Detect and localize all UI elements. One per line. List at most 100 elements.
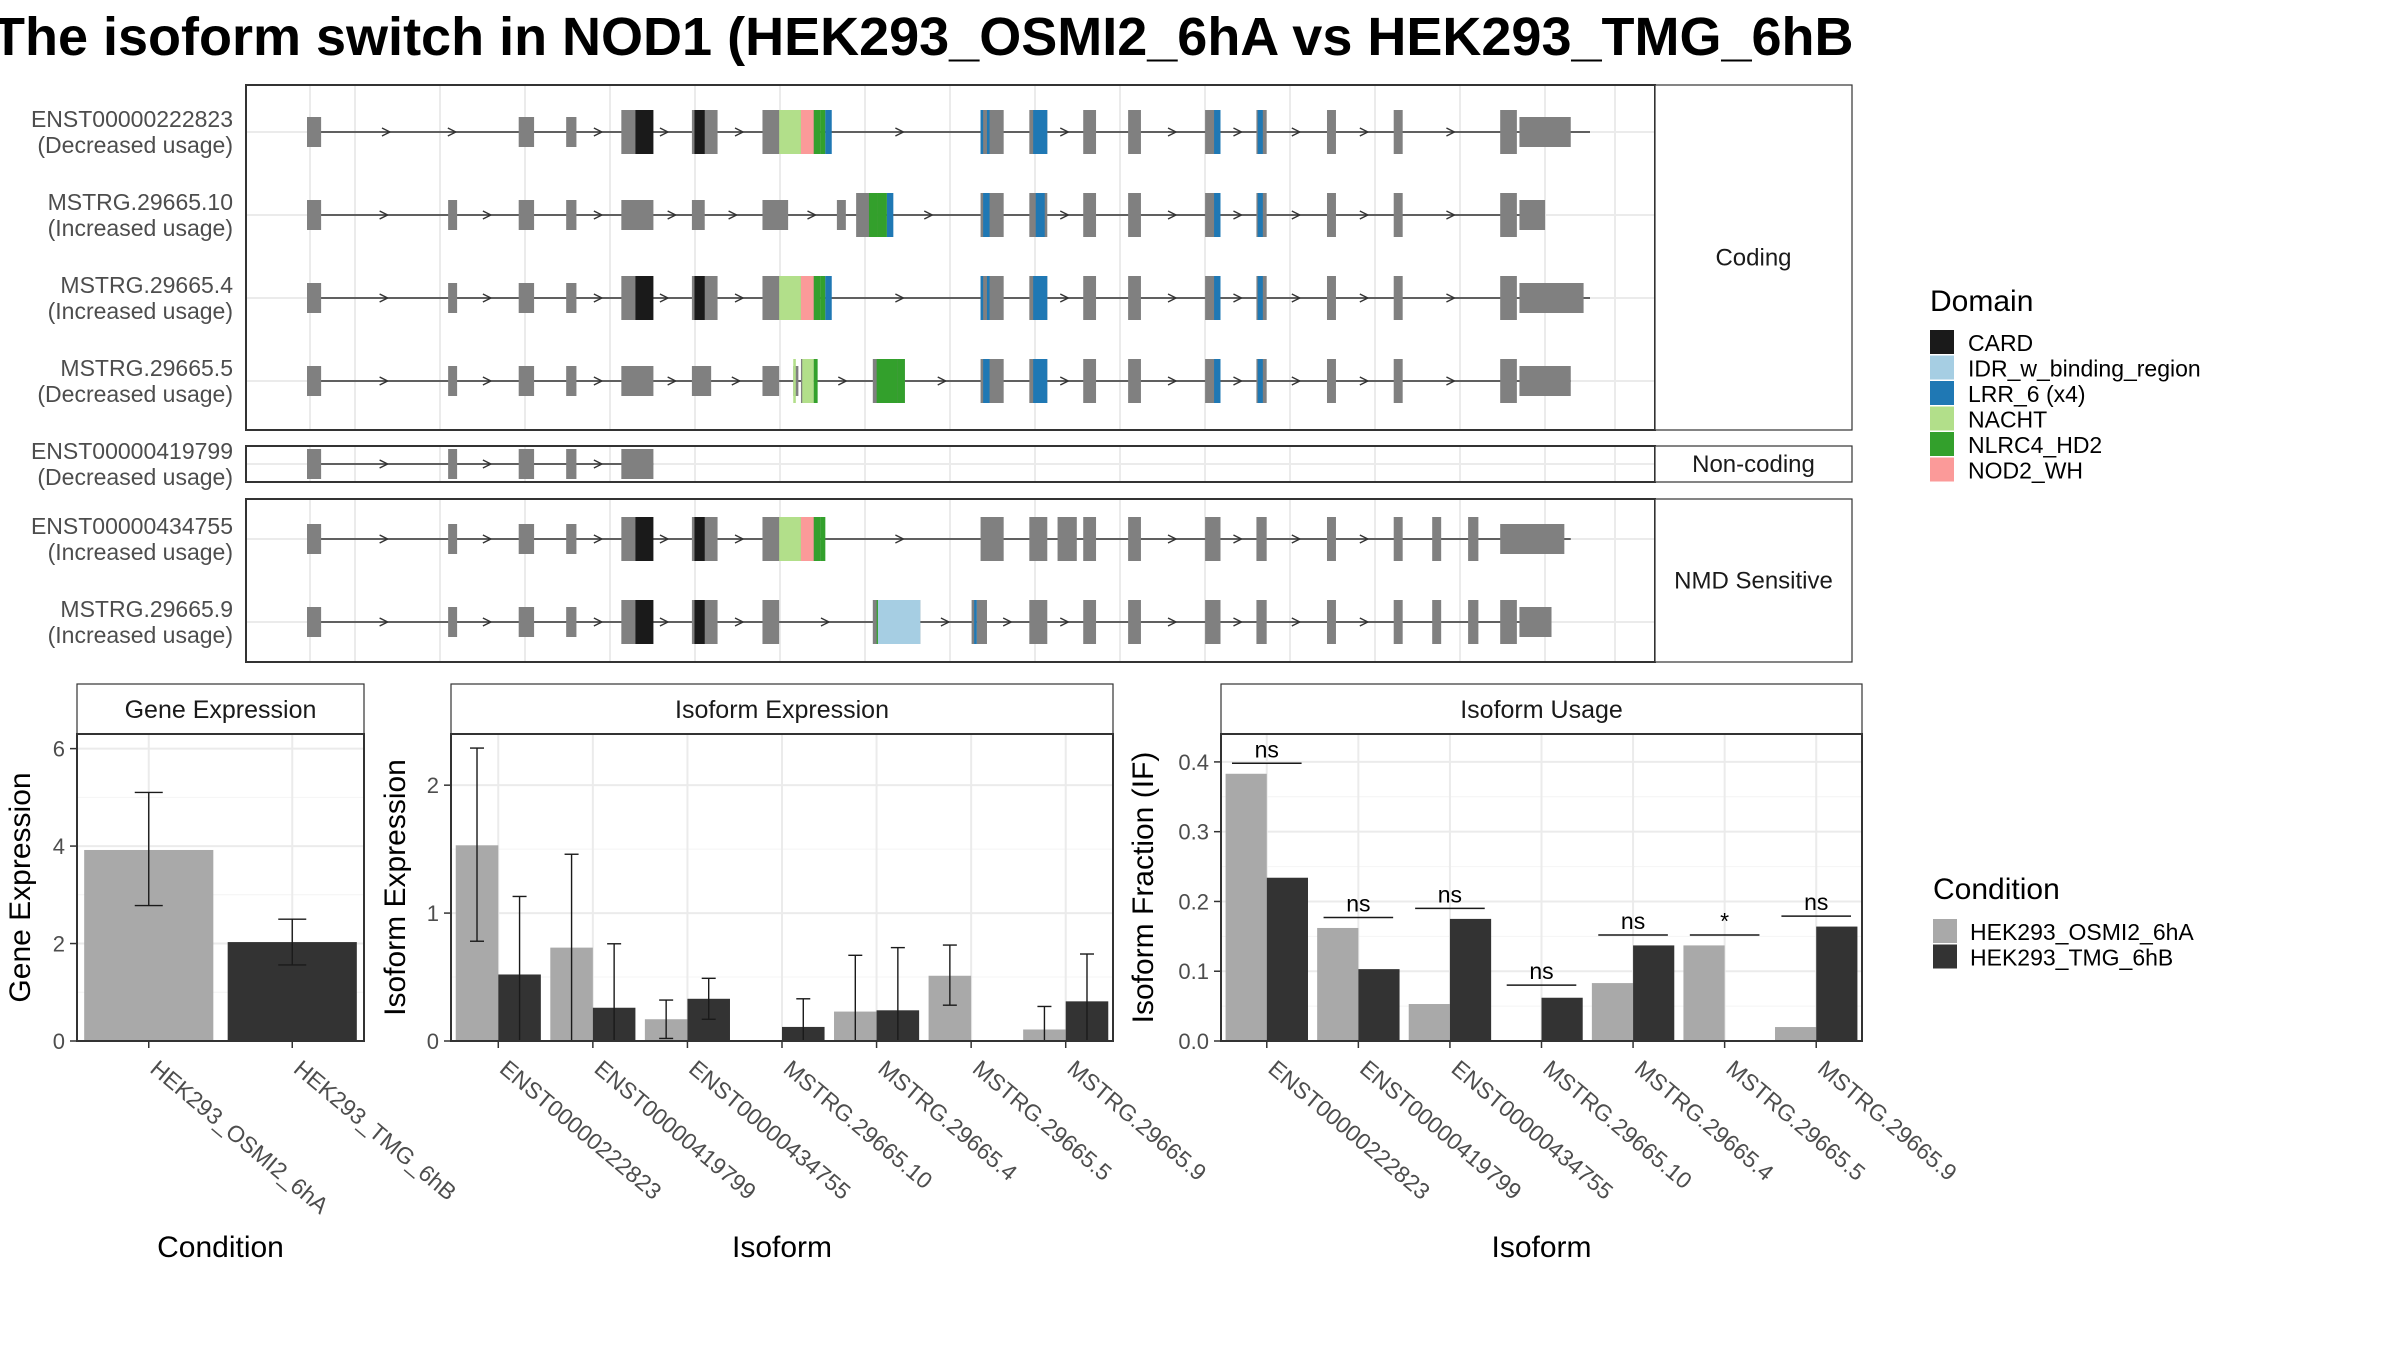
domain-lrr-6 <box>825 110 832 154</box>
exon <box>1128 359 1141 403</box>
legend-label: CARD <box>1968 330 2033 356</box>
domain-nlrc4-hd2 <box>813 276 821 320</box>
domain-lrr-6 <box>1214 276 1221 320</box>
domain-lrr-6 <box>1214 110 1221 154</box>
domain-nlrc4-hd2 <box>877 193 887 237</box>
exon <box>1128 110 1141 154</box>
bar <box>1775 1027 1817 1041</box>
exon <box>1326 276 1336 320</box>
direction-arrow <box>1446 127 1457 137</box>
domain-lrr-6 <box>1257 276 1263 320</box>
direction-arrow <box>728 210 739 220</box>
domain-lrr-6 <box>1214 359 1221 403</box>
domain-lrr-6 <box>1033 276 1048 320</box>
domain-card <box>694 110 705 154</box>
domain-nlrc4-hd2 <box>897 359 905 403</box>
direction-arrow <box>731 376 742 386</box>
direction-arrow <box>1059 210 1070 220</box>
exon <box>621 517 639 561</box>
exon <box>1519 200 1546 230</box>
bar <box>1317 927 1359 1041</box>
direction-arrow <box>734 534 745 544</box>
isoform-id-label: MSTRG.29665.5 <box>60 355 233 381</box>
domain-nacht <box>779 276 801 320</box>
direction-arrow <box>1002 617 1013 627</box>
y-tick-label: 0.1 <box>1178 959 1209 984</box>
domain-nlrc4-hd2 <box>820 110 826 154</box>
x-axis-title: Condition <box>157 1231 284 1264</box>
direction-arrow <box>1167 210 1178 220</box>
panel-strip <box>450 683 1114 735</box>
exon <box>1029 517 1048 561</box>
facet-strip-label: Non-coding <box>1692 451 1815 478</box>
domain-nlrc4-hd2 <box>868 193 878 237</box>
exon <box>1393 110 1403 154</box>
exon <box>1393 359 1403 403</box>
exon <box>1393 193 1403 237</box>
exon <box>307 200 322 230</box>
domain-lrr-6 <box>986 276 990 320</box>
direction-arrow <box>1359 534 1370 544</box>
bar <box>1266 877 1308 1041</box>
domain-lrr-6 <box>1257 110 1263 154</box>
direction-arrow <box>667 376 678 386</box>
exon <box>1083 600 1097 644</box>
direction-arrow <box>1059 127 1070 137</box>
exon <box>1393 517 1403 561</box>
isoform-usage-label: (Increased usage) <box>48 298 233 324</box>
domain-lrr-6 <box>1035 193 1045 237</box>
exon <box>566 117 577 147</box>
exon <box>762 366 780 396</box>
exon <box>621 276 639 320</box>
exon <box>872 600 878 644</box>
y-tick-label: 0 <box>53 1029 65 1054</box>
isoform-id-label: MSTRG.29665.10 <box>48 189 233 215</box>
exon <box>1432 517 1442 561</box>
direction-arrow <box>895 293 905 303</box>
exon <box>976 600 987 644</box>
direction-arrow <box>379 293 390 303</box>
legend-label: IDR_w_binding_region <box>1968 356 2201 382</box>
legend-key <box>1930 355 1954 380</box>
exon <box>448 449 458 479</box>
exon <box>762 600 780 644</box>
direction-arrow <box>734 293 745 303</box>
exon <box>1468 600 1479 644</box>
significance-label: ns <box>1438 881 1462 907</box>
exon <box>518 607 535 637</box>
domain-nacht <box>793 359 796 403</box>
exon <box>518 524 535 554</box>
legend-key <box>1930 381 1954 405</box>
legend-label: NOD2_WH <box>1968 458 2083 484</box>
bar <box>1408 1004 1450 1041</box>
direction-arrow <box>593 293 604 303</box>
exon <box>621 200 654 230</box>
x-axis-title: Isoform <box>732 1231 832 1264</box>
bar <box>1591 983 1634 1041</box>
exon <box>1128 276 1141 320</box>
isoform-usage-label: (Decreased usage) <box>37 381 233 407</box>
direction-arrow <box>734 127 745 137</box>
direction-arrow <box>482 534 493 544</box>
exon <box>448 283 458 313</box>
direction-arrow <box>807 210 818 220</box>
exon <box>621 449 654 479</box>
exon <box>1393 600 1403 644</box>
direction-arrow <box>1233 617 1244 627</box>
exon <box>1519 117 1571 147</box>
legend-key <box>1930 432 1954 456</box>
domain-nacht <box>779 517 801 561</box>
y-tick-label: 0.3 <box>1178 820 1209 845</box>
exon <box>1083 276 1097 320</box>
isoform-usage-label: (Increased usage) <box>48 539 233 565</box>
facet-strip-label: Coding <box>1715 245 1791 272</box>
legend-key <box>1933 919 1957 943</box>
isoform-usage-label: (Decreased usage) <box>37 464 233 490</box>
exon <box>1326 600 1336 644</box>
y-tick-label: 0 <box>427 1029 439 1054</box>
exon <box>566 366 577 396</box>
exon <box>621 600 639 644</box>
domain-nacht <box>802 359 814 403</box>
facet-strip-label: NMD Sensitive <box>1674 568 1833 595</box>
panel-border <box>76 733 365 1042</box>
